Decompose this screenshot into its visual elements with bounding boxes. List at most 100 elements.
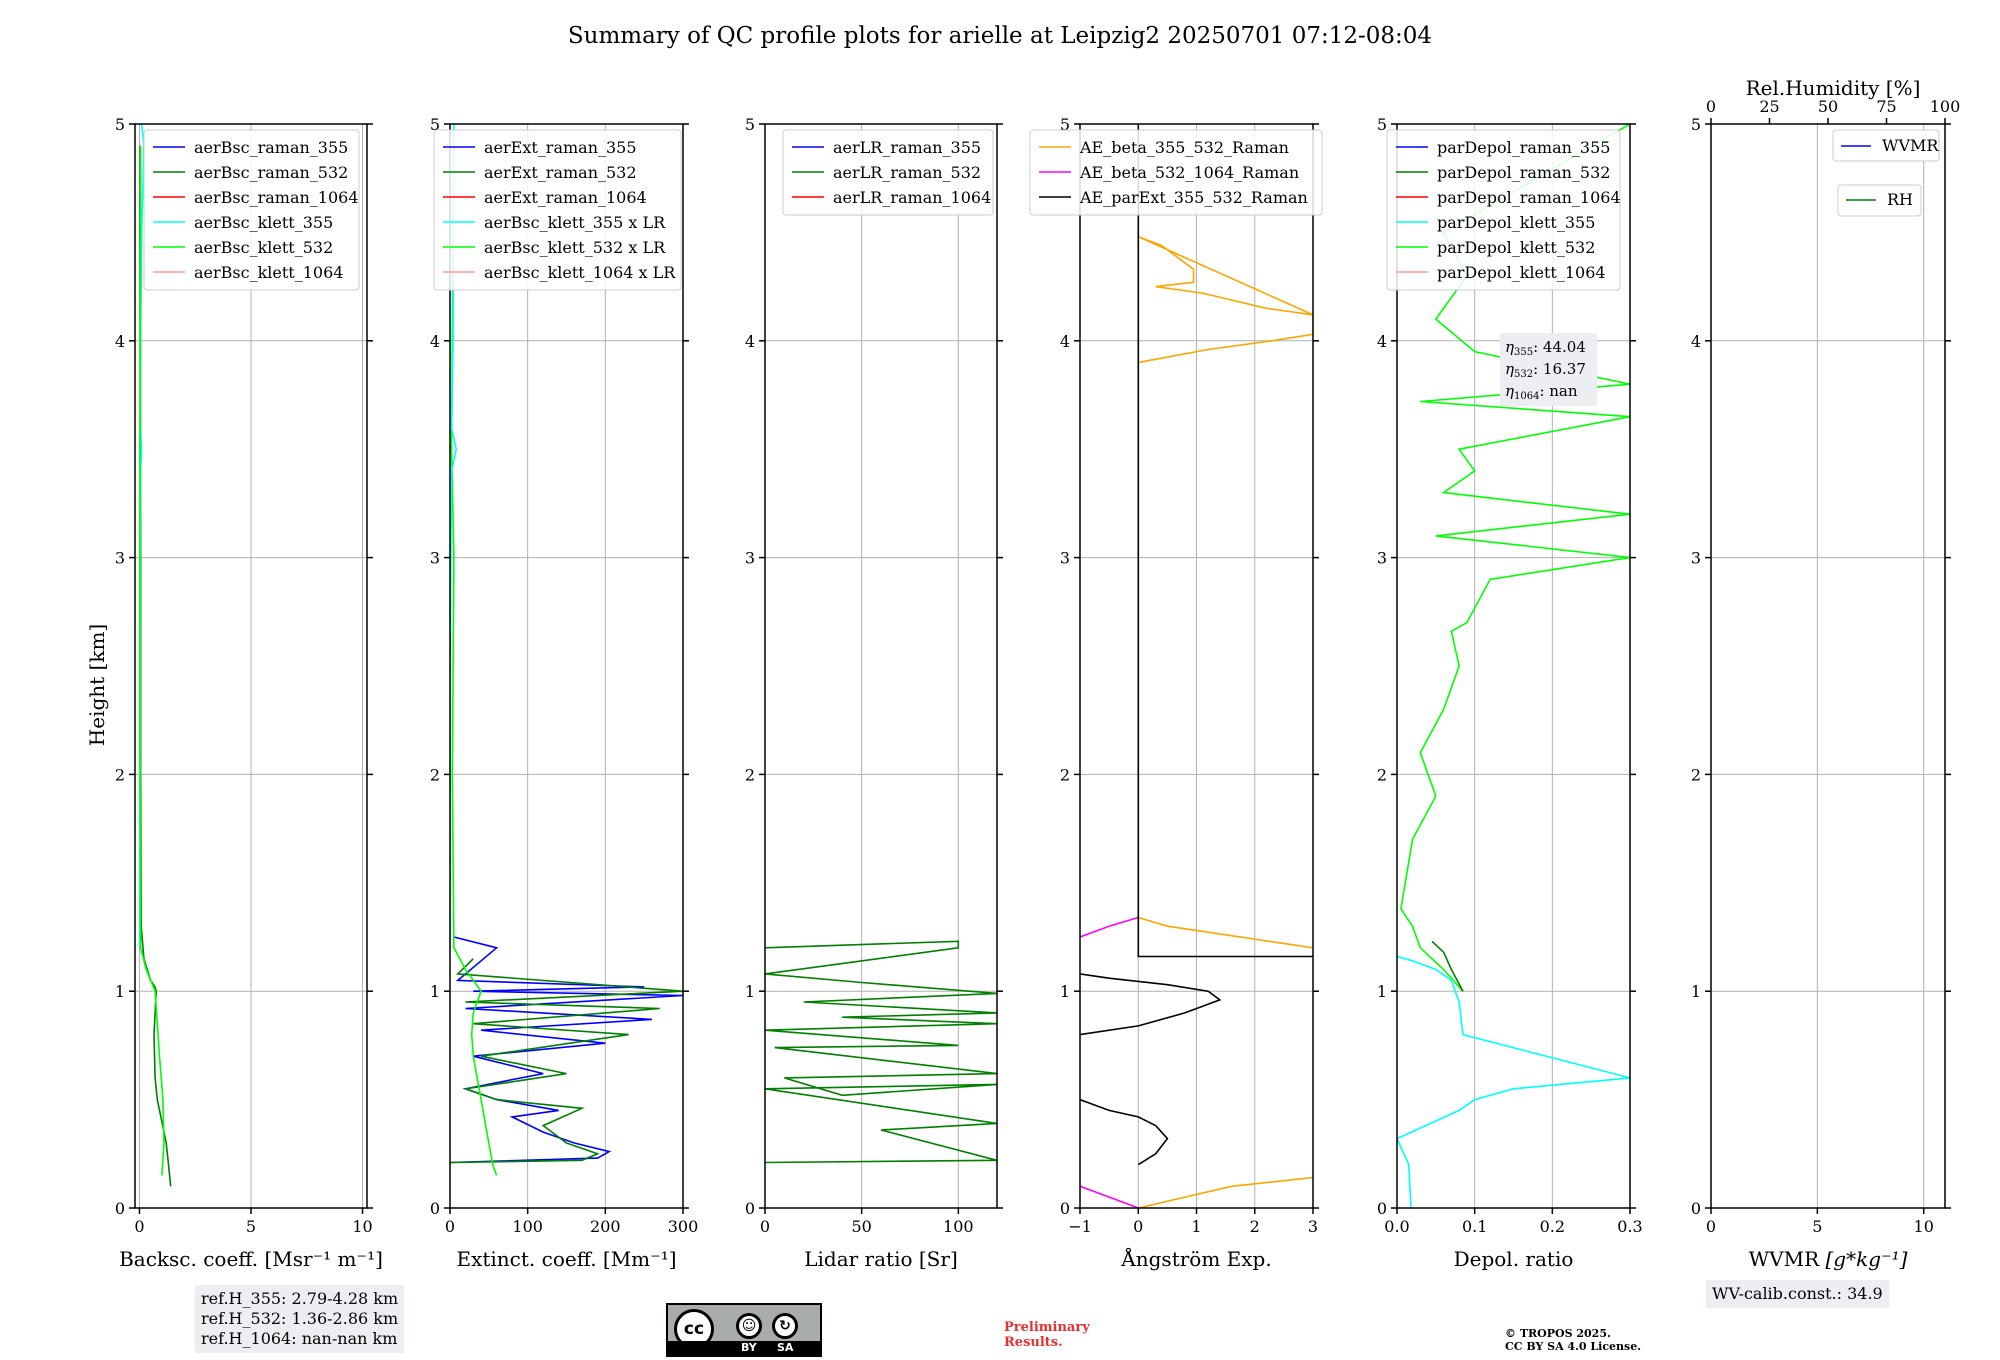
y-tick-label: 2: [745, 765, 755, 784]
x-tick-label: 1: [1191, 1217, 1201, 1236]
attribution-icon: ☺: [736, 1313, 762, 1339]
legend-entry: parDepol_raman_1064: [1437, 188, 1621, 207]
legend-entry: aerLR_raman_1064: [833, 188, 991, 207]
series-line-ae-beta-355-532-raman: [1138, 1176, 1313, 1208]
series-line-pardepol-raman-532: [1431, 940, 1464, 992]
series-line-ae-beta-355-532-raman-3-9-4-5-km-: [1137, 235, 1313, 364]
x-tick-label: 0: [134, 1217, 144, 1236]
y-tick-label: 4: [115, 332, 125, 351]
y-tick-label: 0: [115, 1199, 125, 1218]
wv-calibration-constant: WV-calib.const.: 34.9: [1712, 1284, 1883, 1303]
x-axis-label: Extinct. coeff. [Mm⁻¹]: [456, 1247, 676, 1271]
y-tick-label: 2: [115, 765, 125, 784]
series-line-ae-parext-355-532-raman: [1080, 1098, 1169, 1166]
ref-height-1064: ref.H_1064: nan-nan km: [201, 1329, 398, 1348]
share-alike-icon: ↻: [772, 1313, 798, 1339]
legend-entry: parDepol_klett_532: [1437, 238, 1595, 257]
eta-label: η532: 16.37: [1505, 360, 1586, 380]
x-axis-label: WVMR [g*kg⁻¹]: [1749, 1247, 1908, 1271]
x-axis-label: Depol. ratio: [1454, 1247, 1574, 1271]
copyright-line-2: CC BY SA 4.0 License.: [1505, 1340, 1642, 1353]
y-tick-label: 3: [115, 549, 125, 568]
y-tick-label: 3: [1060, 549, 1070, 568]
y-tick-label: 2: [1060, 765, 1070, 784]
legend-entry: aerBsc_klett_532: [194, 238, 333, 257]
x-tick-label: 0: [445, 1217, 455, 1236]
y-tick-label: 3: [1377, 549, 1387, 568]
legend-frame: [782, 129, 994, 216]
legend-entry: parDepol_klett_355: [1437, 213, 1595, 232]
y-tick-label: 0: [1691, 1199, 1701, 1218]
eta-background: [1500, 333, 1597, 406]
y-tick-label: 2: [1691, 765, 1701, 784]
panel-ext: 0 1 2 3 4 5 0 100 200 300 Extinct. coeff. [Mm⁻¹] ae…: [430, 115, 698, 1271]
legend-frame: [1386, 129, 1621, 291]
series-line-ae-beta-532-1064-raman-upper-: [1080, 916, 1139, 938]
legend-entry: aerBsc_klett_1064 x LR: [484, 263, 676, 282]
x-tick-label: 10: [352, 1217, 372, 1236]
legend-frame: [1832, 129, 1940, 162]
legend-entry: aerExt_raman_355: [484, 138, 637, 157]
x-tick-label: 0: [1133, 1217, 1143, 1236]
y-tick-label: 0: [1060, 1199, 1070, 1218]
ref-height-355: ref.H_355: 2.79-4.28 km: [201, 1289, 399, 1308]
preliminary-line-2: Results.: [1004, 1335, 1063, 1350]
eta-value: : nan: [1539, 382, 1577, 400]
y-tick-label: 5: [1060, 115, 1070, 134]
y-tick-label: 5: [1691, 115, 1701, 134]
y-tick-label: 0: [430, 1199, 440, 1218]
x-tick-label: 100: [943, 1217, 974, 1236]
x-tick-label: 0.0: [1384, 1217, 1409, 1236]
axes-frame: [1396, 123, 1631, 1209]
eta-subscript: 1064: [1514, 391, 1539, 402]
top-tick-label: 25: [1759, 97, 1779, 116]
series-line-ae-beta-355-532-raman-1-2-1-35-km-: [1138, 916, 1313, 949]
legend-entry: aerBsc_klett_532 x LR: [484, 238, 666, 257]
y-tick-label: 3: [430, 549, 440, 568]
preliminary-line-1: Preliminary: [1004, 1320, 1090, 1335]
legend-entry: aerExt_raman_532: [484, 163, 637, 182]
series-line-aerbsc-klett-532: [139, 145, 165, 1176]
legend: WVMR: [1832, 129, 1940, 162]
copyright-note: © TROPOS 2025. CC BY SA 4.0 License.: [1505, 1327, 1641, 1353]
x-axis-label: Lidar ratio [Sr]: [804, 1247, 958, 1271]
y-tick-label: 4: [430, 332, 440, 351]
x-tick-label: 10: [1914, 1217, 1934, 1236]
legend: AE_beta_355_532_Raman AE_beta_532_1064_Ra…: [1029, 129, 1323, 216]
axes-frame: [449, 123, 684, 1209]
y-tick-label: 4: [1060, 332, 1070, 351]
y-tick-label: 1: [745, 982, 755, 1001]
x-tick-label: 5: [1812, 1217, 1822, 1236]
sa-label: SA: [777, 1341, 794, 1354]
y-tick-label: 4: [745, 332, 755, 351]
legend-entry: aerBsc_klett_1064: [194, 263, 343, 282]
x-axis-label: Ångström Exp.: [1120, 1246, 1271, 1271]
legend-entry: aerBsc_raman_355: [194, 138, 348, 157]
by-label: BY: [741, 1341, 757, 1354]
legend: parDepol_raman_355 parDepol_raman_532 parD…: [1386, 129, 1621, 291]
series-line-aerbsc-klett-355-x-lr: [450, 124, 458, 948]
y-tick-label: 5: [1377, 115, 1387, 134]
legend: aerBsc_raman_355 aerBsc_raman_532 aerBsc_r…: [143, 129, 360, 291]
y-tick-label: 4: [1691, 332, 1701, 351]
legend-entry: parDepol_raman_532: [1437, 163, 1610, 182]
copyright-line-1: © TROPOS 2025.: [1505, 1327, 1611, 1340]
series-group: [765, 940, 997, 1164]
y-tick-label: 5: [115, 115, 125, 134]
axes-frame: [1710, 123, 1946, 1209]
legend-entry: aerBsc_raman_532: [194, 163, 348, 182]
eta-value: : 44.04: [1533, 338, 1586, 356]
x-tick-label: 0.1: [1462, 1217, 1487, 1236]
legend-frame: [143, 129, 360, 291]
legend-frame: [1837, 184, 1922, 217]
legend: aerLR_raman_355 aerLR_raman_532 aerLR_rama…: [782, 129, 994, 216]
legend: aerExt_raman_355 aerExt_raman_532 aerExt_r…: [433, 129, 682, 291]
panel-bsc: 0 1 2 3 4 5 0 5 10 Backsc. coeff. [Msr⁻¹ m⁻¹] aerB…: [115, 115, 383, 1271]
legend-entry: AE_beta_532_1064_Raman: [1079, 163, 1299, 182]
legend-entry: AE_beta_355_532_Raman: [1079, 138, 1289, 157]
y-tick-label: 0: [1377, 1199, 1387, 1218]
